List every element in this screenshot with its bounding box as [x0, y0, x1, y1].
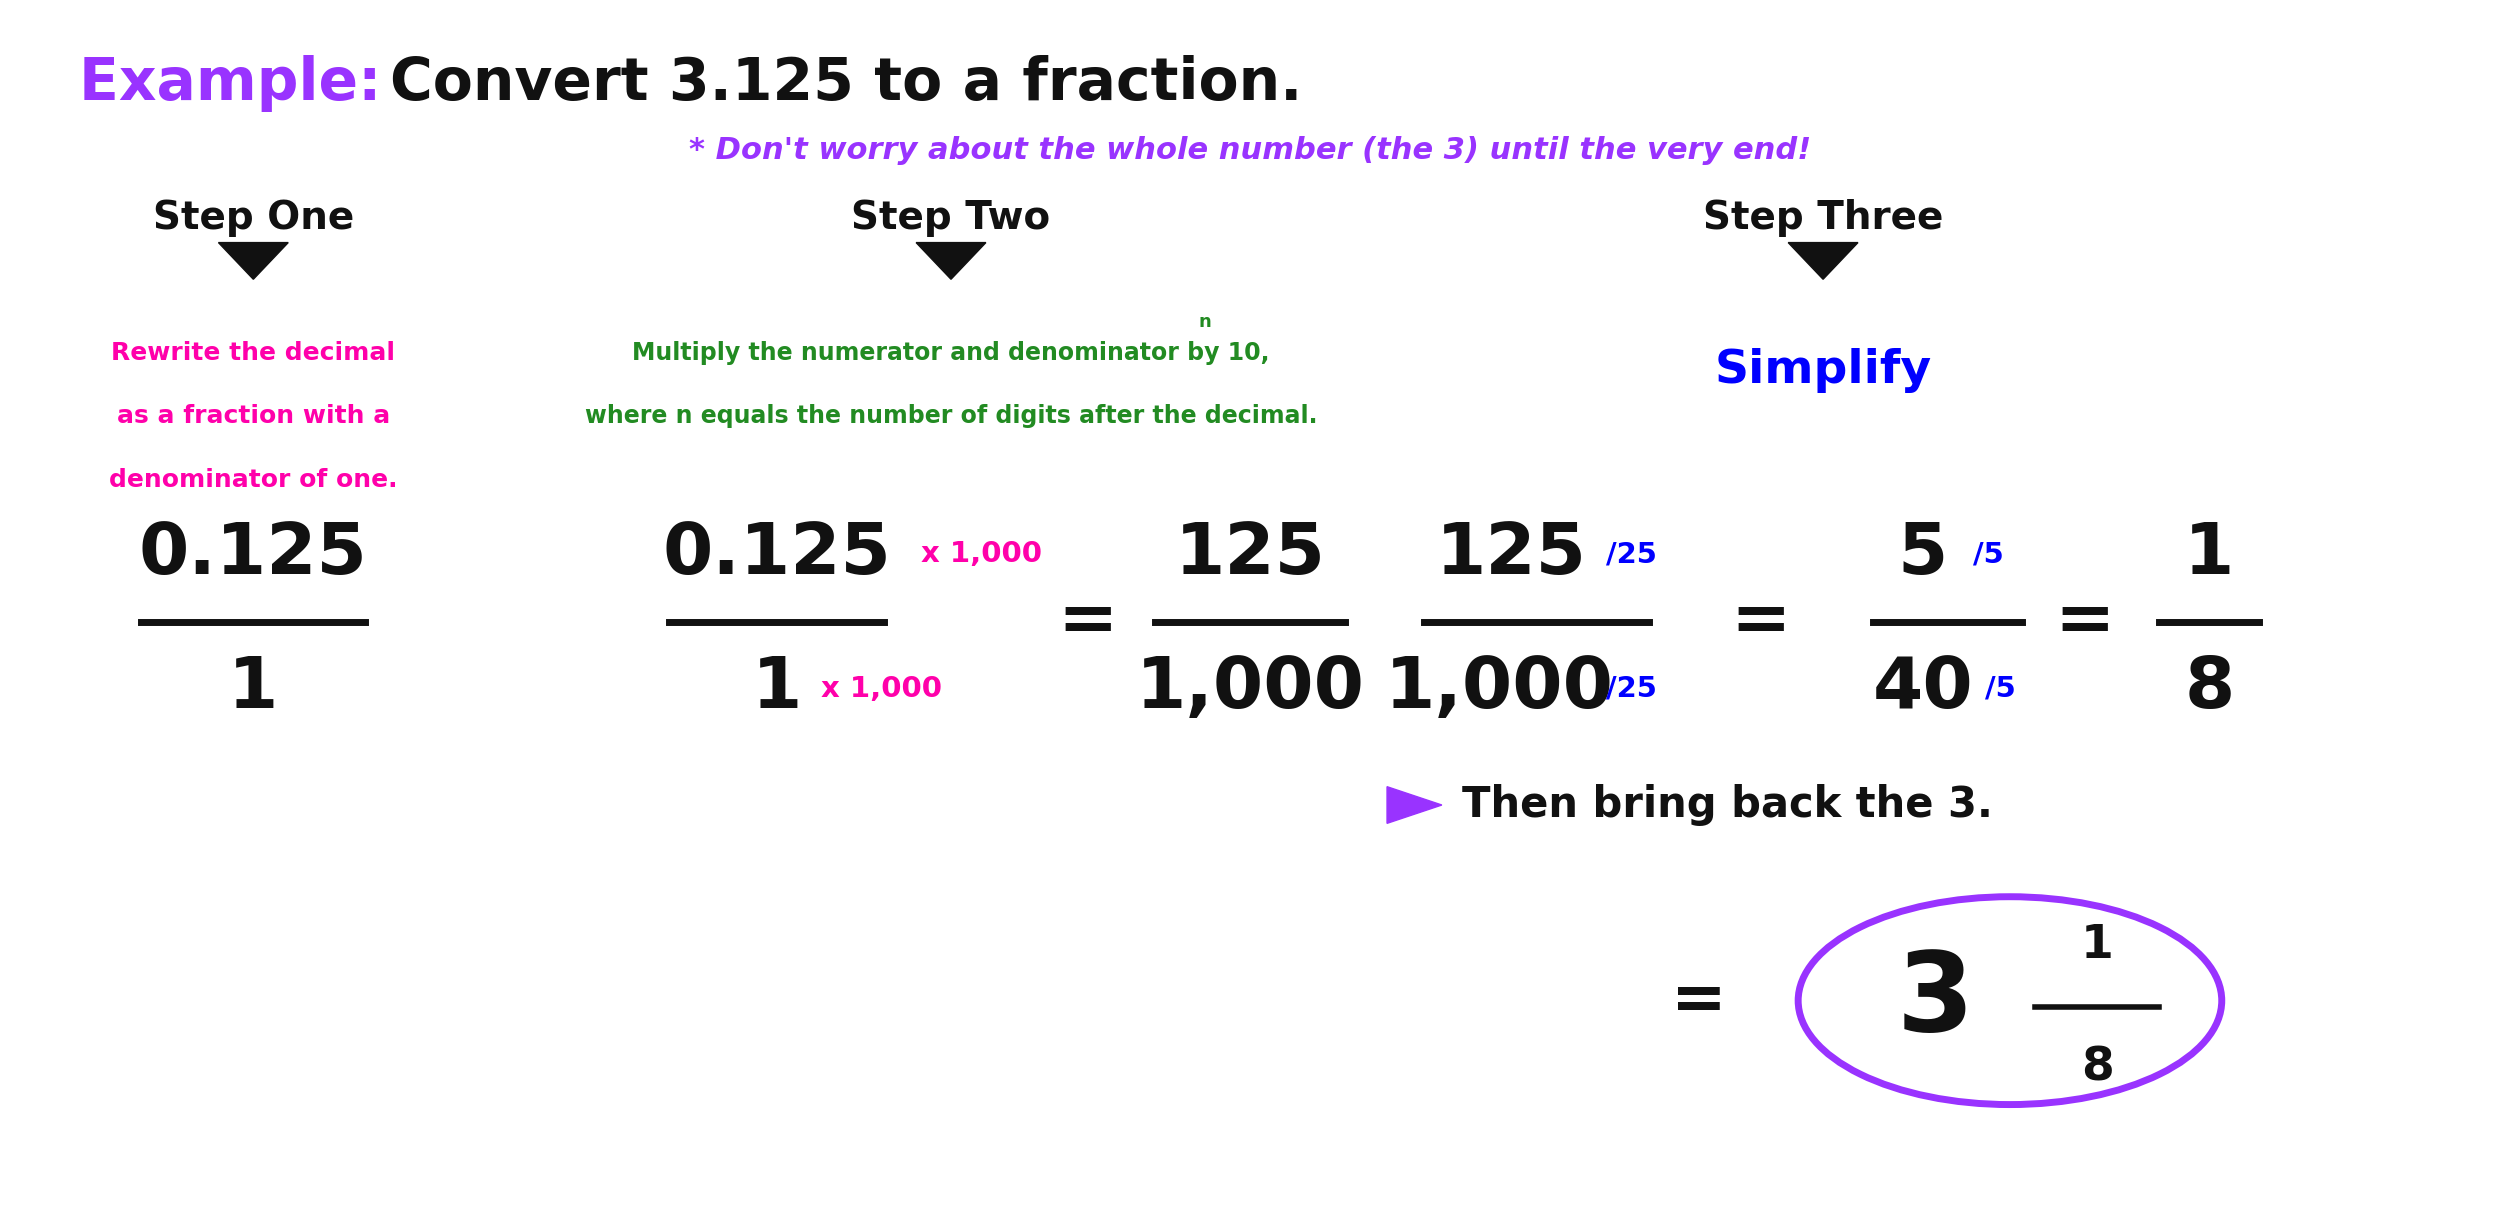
- Polygon shape: [915, 243, 985, 279]
- Text: /25: /25: [1608, 675, 1658, 703]
- Text: 125: 125: [1435, 519, 1588, 588]
- Text: Multiply the numerator and denominator by 10,: Multiply the numerator and denominator b…: [632, 341, 1270, 364]
- Text: 8: 8: [2080, 1045, 2112, 1091]
- Text: 5: 5: [1898, 519, 1948, 588]
- Text: 1: 1: [228, 655, 278, 724]
- Text: 40: 40: [1872, 655, 1972, 724]
- Text: 3: 3: [1898, 947, 1975, 1054]
- Text: Rewrite the decimal: Rewrite the decimal: [112, 341, 395, 364]
- Text: /5: /5: [1985, 675, 2015, 703]
- Text: denominator of one.: denominator of one.: [110, 468, 398, 491]
- Text: * Don't worry about the whole number (the 3) until the very end!: * Don't worry about the whole number (th…: [690, 137, 1810, 165]
- Text: 0.125: 0.125: [662, 519, 890, 588]
- Polygon shape: [1788, 243, 1858, 279]
- Text: /25: /25: [1608, 540, 1658, 569]
- Text: Step One: Step One: [152, 199, 355, 238]
- Text: x 1,000: x 1,000: [920, 540, 1042, 569]
- Text: Simplify: Simplify: [1715, 348, 1933, 394]
- Text: x 1,000: x 1,000: [822, 675, 942, 703]
- Polygon shape: [1388, 787, 1442, 824]
- Text: =: =: [1058, 587, 1118, 656]
- Text: 1,000: 1,000: [1385, 655, 1613, 724]
- Text: 1: 1: [752, 655, 802, 724]
- Text: 1: 1: [2080, 923, 2112, 968]
- Text: =: =: [2055, 587, 2115, 656]
- Text: Then bring back the 3.: Then bring back the 3.: [1462, 784, 1993, 826]
- Text: 125: 125: [1175, 519, 1325, 588]
- Text: 1,000: 1,000: [1135, 655, 1365, 724]
- Text: Convert 3.125 to a fraction.: Convert 3.125 to a fraction.: [390, 55, 1302, 112]
- Text: =: =: [1730, 587, 1790, 656]
- Text: Step Two: Step Two: [853, 199, 1050, 238]
- Text: n: n: [1200, 313, 1212, 331]
- Polygon shape: [217, 243, 288, 279]
- Text: as a fraction with a: as a fraction with a: [118, 404, 390, 428]
- Text: 1: 1: [2185, 519, 2235, 588]
- Text: where n equals the number of digits after the decimal.: where n equals the number of digits afte…: [585, 404, 1318, 428]
- Text: /5: /5: [1972, 540, 2002, 569]
- Text: 0.125: 0.125: [140, 519, 368, 588]
- Text: Step Three: Step Three: [1703, 199, 1943, 238]
- Text: =: =: [1670, 968, 1727, 1034]
- Text: 8: 8: [2185, 655, 2235, 724]
- Text: Example:: Example:: [80, 55, 402, 112]
